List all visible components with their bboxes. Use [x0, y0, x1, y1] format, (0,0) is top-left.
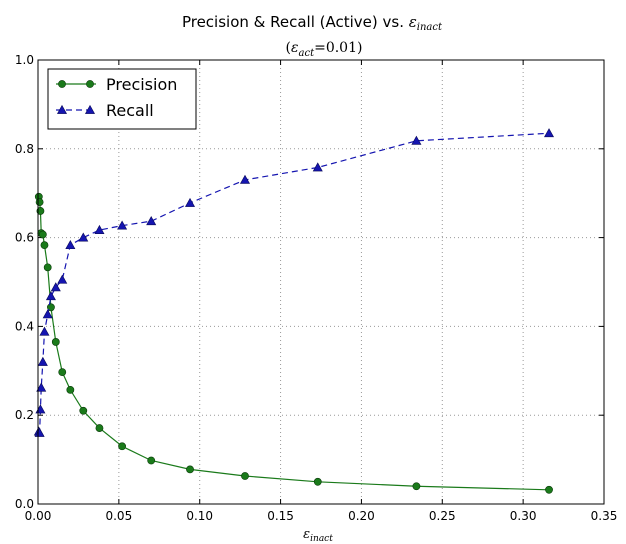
- legend-marker-precision: [86, 80, 94, 88]
- chart-title-symbol-sub: inact: [417, 22, 443, 33]
- chart-subtitle-value: =0.01): [314, 40, 362, 56]
- precision-point: [58, 368, 67, 377]
- precision-point: [147, 456, 156, 465]
- x-tick-label: 0.15: [267, 509, 294, 523]
- series-line-precision: [38, 196, 550, 491]
- recall-point: [50, 282, 61, 292]
- chart-title-text: Precision & Recall (Active) vs.: [182, 13, 409, 31]
- chart-title-symbol: ε: [409, 13, 417, 31]
- recall-point: [411, 135, 422, 145]
- x-tick-label: 0.35: [591, 509, 618, 523]
- precision-point: [47, 303, 55, 312]
- x-tick-label: 0.10: [186, 509, 213, 523]
- legend: Precision Recall: [47, 68, 197, 130]
- series-recall: [33, 128, 555, 437]
- precision-point: [118, 442, 126, 451]
- y-tick-label: 0.8: [15, 142, 34, 156]
- recall-point: [57, 274, 68, 284]
- recall-point: [34, 427, 45, 437]
- legend-label-recall: Recall: [106, 101, 154, 120]
- recall-point: [65, 240, 76, 250]
- x-axis-label-sub: inact: [310, 534, 333, 544]
- recall-point: [146, 216, 157, 226]
- chart-subtitle: (εact=0.01): [286, 40, 363, 59]
- precision-point: [38, 230, 47, 239]
- y-tick-label: 1.0: [15, 53, 34, 67]
- legend-marker-recall: [56, 104, 68, 114]
- legend-marker-precision: [58, 80, 66, 88]
- recall-point: [78, 232, 89, 242]
- recall-point: [185, 197, 196, 207]
- precision-point: [545, 485, 553, 494]
- plot-frame: [37, 59, 605, 505]
- precision-point: [79, 406, 88, 415]
- y-tick-label: 0.2: [15, 408, 34, 422]
- chart-title: Precision & Recall (Active) vs. εinact: [182, 13, 443, 33]
- series-line-recall: [38, 132, 550, 435]
- x-tick-label: 0.25: [429, 509, 456, 523]
- ticks-layer: 0.00 0.05 0.10 0.15 0.20 0.25 0.30 0.35 0.0 0.2 0.…: [15, 53, 617, 523]
- y-tick-label: 0.4: [15, 319, 34, 333]
- x-tick-label: 0.30: [510, 509, 537, 523]
- recall-point: [544, 128, 555, 138]
- recall-point: [36, 382, 47, 392]
- precision-point: [95, 424, 104, 432]
- precision-point: [186, 465, 194, 474]
- precision-point: [35, 198, 44, 206]
- recall-point: [42, 309, 53, 319]
- recall-point: [35, 404, 46, 414]
- recall-point: [45, 291, 56, 301]
- x-tick-label: 0.00: [25, 509, 52, 523]
- precision-point: [51, 338, 60, 346]
- precision-point: [66, 385, 75, 394]
- precision-point: [241, 472, 249, 480]
- chart-subtitle-open: (: [286, 40, 291, 56]
- chart-subtitle-symbol: ε: [291, 40, 299, 56]
- recall-point: [117, 220, 128, 230]
- precision-point: [313, 477, 322, 486]
- x-axis-label: εinact: [303, 527, 333, 544]
- chart-subtitle-symbol-sub: act: [299, 48, 316, 59]
- legend-box: [47, 68, 197, 130]
- x-tick-label: 0.05: [105, 509, 132, 523]
- precision-point: [43, 263, 52, 272]
- x-axis-label-symbol: ε: [303, 527, 310, 542]
- y-tick-label: 0.0: [15, 497, 34, 511]
- series-layer: [33, 128, 555, 494]
- series-precision: [34, 192, 553, 494]
- recall-point: [239, 174, 251, 184]
- recall-point: [94, 224, 105, 234]
- legend-label-precision: Precision: [106, 75, 177, 94]
- x-tick-label: 0.20: [348, 509, 375, 523]
- recall-point: [312, 162, 323, 172]
- recall-point: [37, 356, 48, 366]
- y-tick-label: 0.6: [15, 231, 34, 245]
- precision-point: [40, 241, 49, 250]
- precision-point: [36, 207, 45, 215]
- precision-point: [412, 482, 421, 491]
- legend-marker-recall: [84, 104, 96, 114]
- recall-point: [39, 326, 50, 336]
